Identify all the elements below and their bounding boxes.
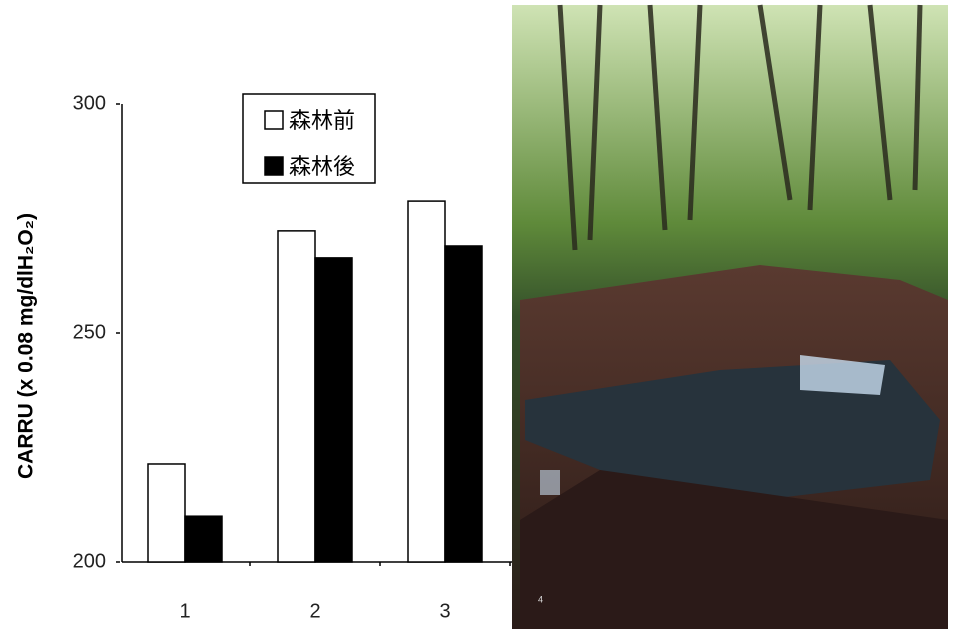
legend-swatch <box>265 157 283 175</box>
bar <box>185 516 222 562</box>
photo-label: 4 <box>538 594 543 604</box>
y-tick-label: 200 <box>73 550 106 572</box>
bar <box>315 258 352 562</box>
y-tick-label: 300 <box>73 92 106 114</box>
x-tick-label: 3 <box>439 600 450 622</box>
legend-label: 森林後 <box>289 154 355 179</box>
photo: 4 <box>512 5 948 629</box>
bar <box>445 246 482 562</box>
page: 4 CARRU (x 0.08 mg/dlH₂O₂) 200 250 300 1 2 3 森… <box>0 0 954 629</box>
x-tick-label: 2 <box>309 600 320 622</box>
y-tick-label: 250 <box>73 321 106 343</box>
y-axis-label: CARRU (x 0.08 mg/dlH₂O₂) <box>15 213 38 479</box>
bar <box>408 201 445 562</box>
x-tick-label: 1 <box>179 600 190 622</box>
bar <box>278 231 315 562</box>
legend-label: 森林前 <box>289 108 355 133</box>
legend-swatch <box>265 111 283 129</box>
bar <box>148 464 185 562</box>
